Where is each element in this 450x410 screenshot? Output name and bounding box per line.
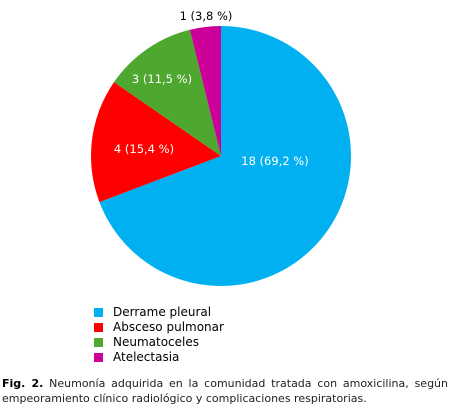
pie-slice-neumatoceles [114,29,221,157]
pie-labels: 18 (69,2 %) 4 (15,4 %) 3 (11,5 %) 1 (3,8 %) [114,9,309,168]
slice-label: 4 (15,4 %) [114,142,174,156]
legend-item-atelectasia: Atelectasia [94,350,224,365]
pie-slice-absceso-pulmonar [90,82,221,203]
slice-label: 3 (11,5 %) [132,72,192,86]
legend-swatch [94,353,103,362]
slice-label: 18 (69,2 %) [241,154,308,168]
legend-label: Absceso pulmonar [113,320,224,334]
legend-swatch [94,323,103,332]
pie-slice-derrame-pleural [99,26,352,286]
pie-slice-atelectasia [189,26,221,156]
caption-text: Neumonía adquirida en la comunidad trata… [2,377,448,405]
chart-legend: Derrame pleural Absceso pulmonar Neumato… [94,305,224,365]
legend-swatch [94,308,103,317]
legend-item-absceso-pulmonar: Absceso pulmonar [94,320,224,335]
caption-prefix: Fig. 2. [2,377,44,390]
pie-slices [90,26,352,286]
slice-label: 1 (3,8 %) [180,9,233,23]
pie-chart: 18 (69,2 %) 4 (15,4 %) 3 (11,5 %) 1 (3,8 %) [90,9,352,286]
legend-item-neumatoceles: Neumatoceles [94,335,224,350]
legend-label: Derrame pleural [113,305,212,319]
legend-label: Neumatoceles [113,335,200,349]
legend-swatch [94,338,103,347]
legend-item-derrame-pleural: Derrame pleural [94,305,224,320]
figure-caption: Fig. 2. Neumonía adquirida en la comunid… [2,376,448,406]
legend-label: Atelectasia [113,350,180,364]
